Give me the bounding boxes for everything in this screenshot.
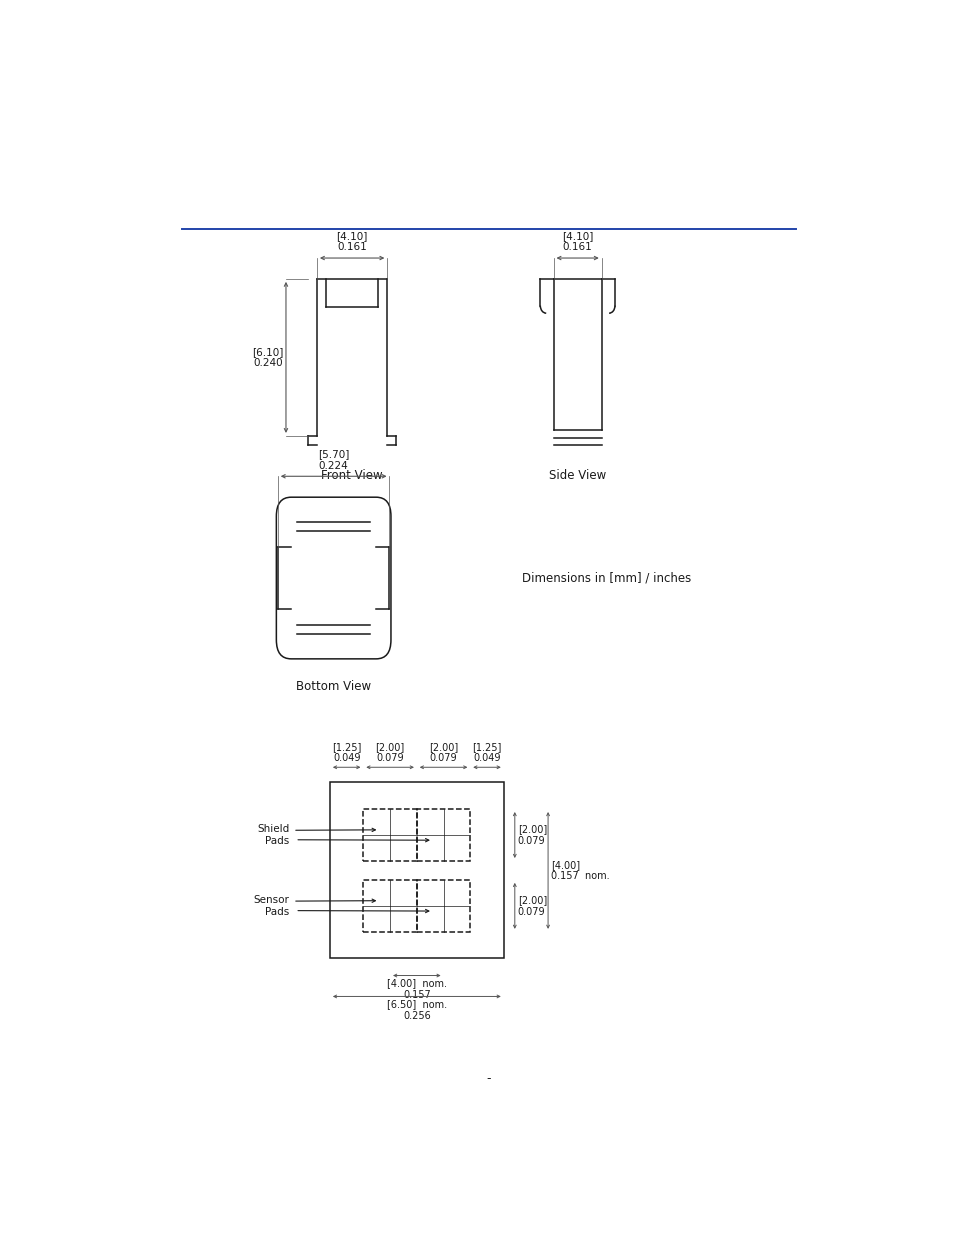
Text: [4.10]
0.161: [4.10] 0.161 <box>336 231 368 252</box>
Text: Side View: Side View <box>548 469 606 482</box>
Text: [4.10]
0.161: [4.10] 0.161 <box>561 231 593 252</box>
Text: [4.00]  nom.
0.157: [4.00] nom. 0.157 <box>386 978 446 1000</box>
Bar <box>363 881 416 931</box>
Text: [6.50]  nom.
0.256: [6.50] nom. 0.256 <box>386 999 446 1021</box>
Text: -: - <box>486 1072 491 1084</box>
Text: [5.70]
0.224: [5.70] 0.224 <box>317 450 349 471</box>
Text: [1.25]
0.049: [1.25] 0.049 <box>472 742 501 763</box>
Text: [2.00]
0.079: [2.00] 0.079 <box>375 742 404 763</box>
Text: Shield
Pads: Shield Pads <box>256 824 289 846</box>
Text: [6.10]
0.240: [6.10] 0.240 <box>252 347 283 368</box>
Text: Dimensions in [mm] / inches: Dimensions in [mm] / inches <box>521 572 691 584</box>
Text: Front View: Front View <box>321 469 382 482</box>
Bar <box>416 809 470 861</box>
Text: Bottom View: Bottom View <box>295 679 371 693</box>
Text: [2.00]
0.079: [2.00] 0.079 <box>517 895 546 916</box>
Text: Sensor
Pads: Sensor Pads <box>253 895 289 916</box>
Bar <box>416 881 470 931</box>
Bar <box>330 783 503 958</box>
Text: [2.00]
0.079: [2.00] 0.079 <box>517 824 546 846</box>
Bar <box>363 809 416 861</box>
Text: [2.00]
0.079: [2.00] 0.079 <box>429 742 457 763</box>
Text: [1.25]
0.049: [1.25] 0.049 <box>332 742 361 763</box>
Text: [4.00]
0.157  nom.: [4.00] 0.157 nom. <box>551 860 609 882</box>
